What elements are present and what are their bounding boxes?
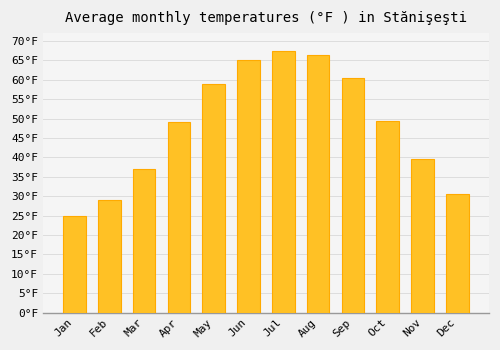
Bar (411, 159, 434, 313)
Bar (237, 61, 260, 313)
Bar (446, 194, 468, 313)
Bar (272, 51, 294, 313)
Title: Average monthly temperatures (°F ) in Stănişeşti: Average monthly temperatures (°F ) in St… (65, 11, 467, 25)
Bar (63, 216, 86, 313)
Bar (307, 55, 330, 313)
Bar (133, 169, 156, 313)
Bar (202, 84, 225, 313)
Bar (376, 120, 399, 313)
Bar (98, 200, 120, 313)
Bar (342, 78, 364, 313)
Bar (168, 122, 190, 313)
